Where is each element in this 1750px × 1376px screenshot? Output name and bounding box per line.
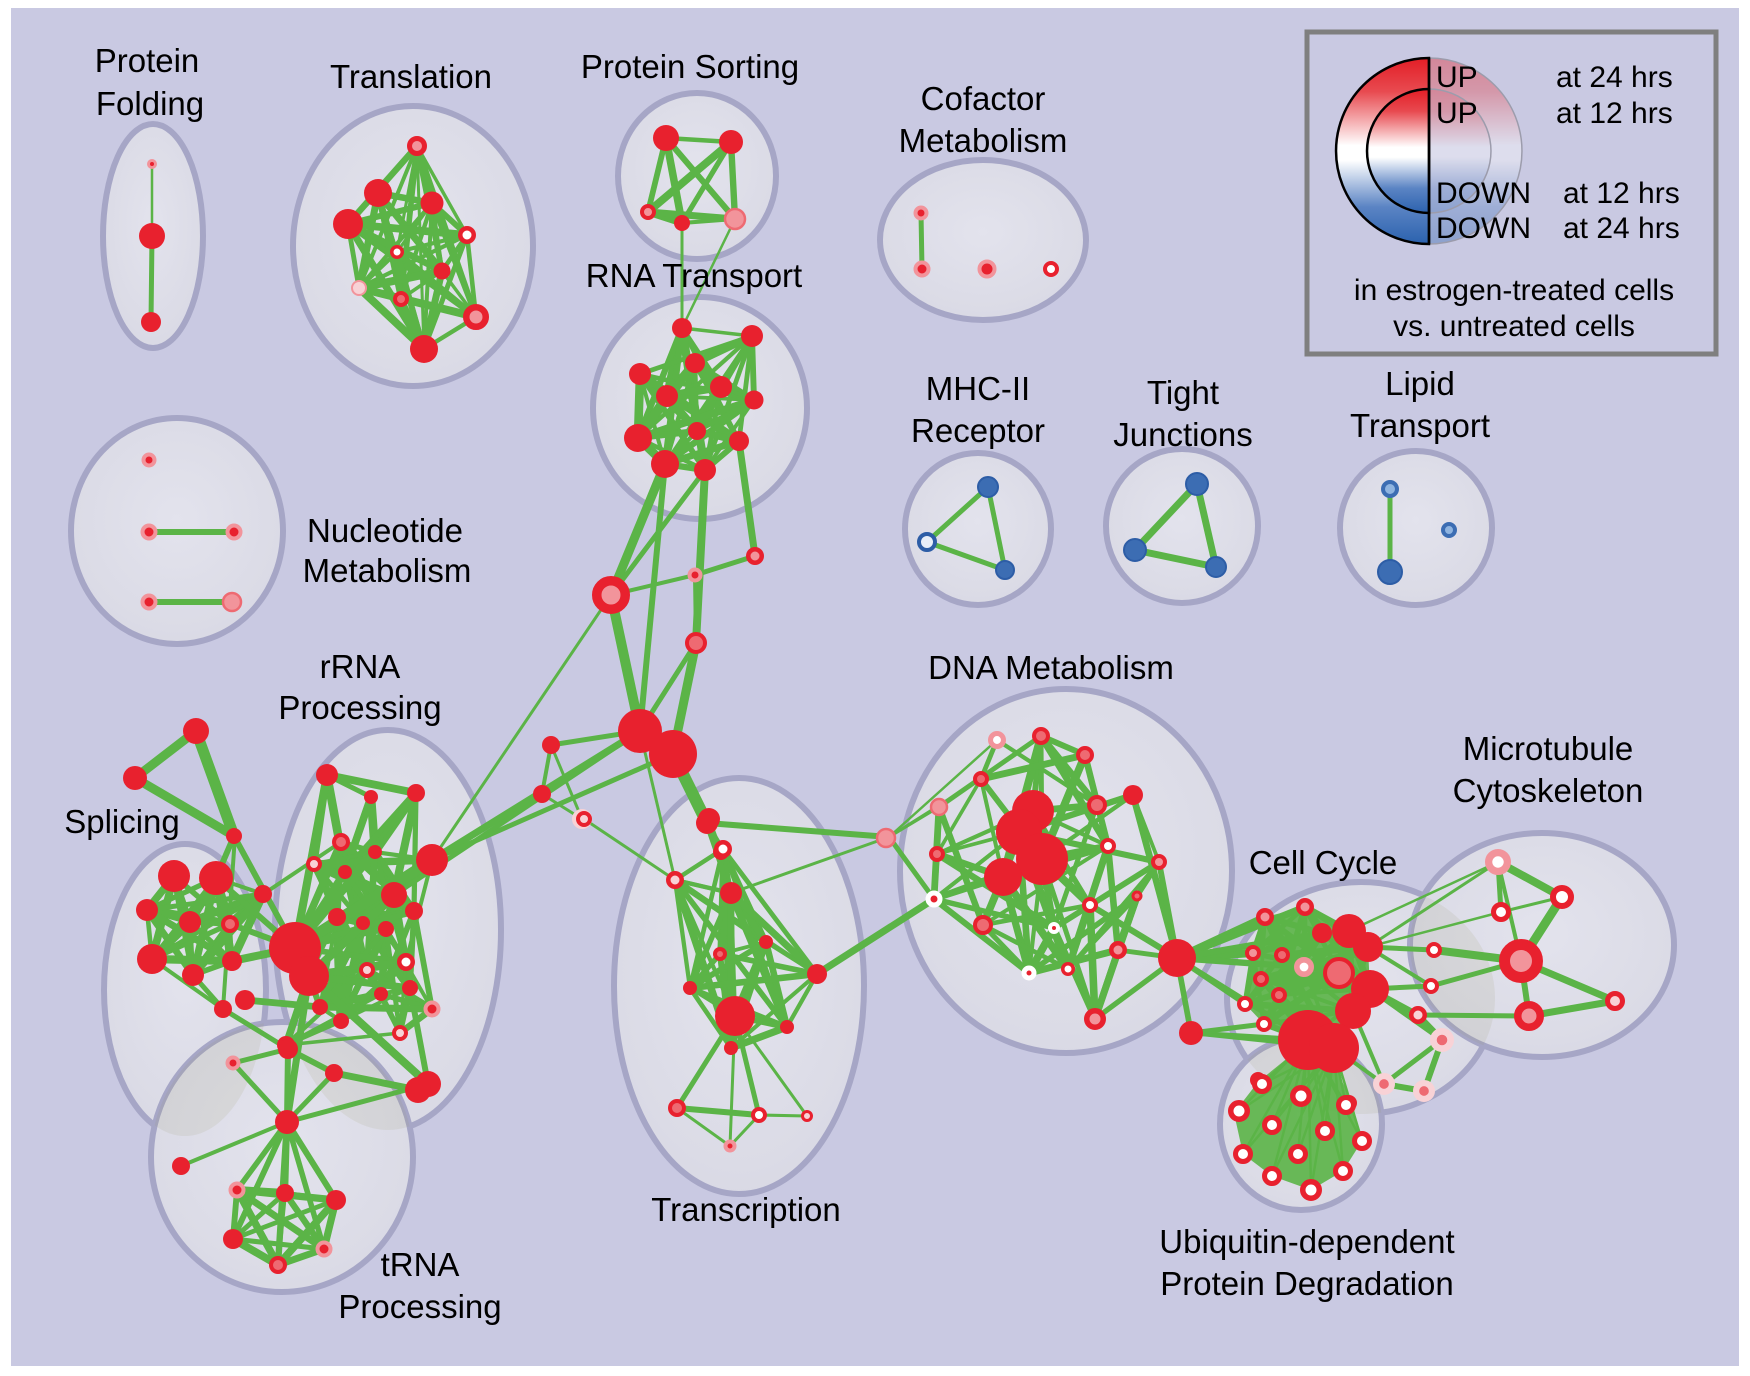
svg-text:Metabolism: Metabolism (899, 122, 1068, 159)
svg-text:Processing: Processing (338, 1288, 501, 1325)
svg-text:at 24 hrs: at 24 hrs (1563, 212, 1680, 245)
svg-text:at 12 hrs: at 12 hrs (1556, 97, 1673, 130)
svg-text:UP: UP (1436, 97, 1478, 130)
svg-text:in estrogen-treated cells: in estrogen-treated cells (1354, 274, 1674, 307)
svg-text:Processing: Processing (278, 689, 441, 726)
svg-text:Junctions: Junctions (1113, 416, 1252, 453)
svg-text:Lipid: Lipid (1385, 365, 1455, 402)
svg-text:rRNA: rRNA (320, 648, 401, 685)
svg-text:Transport: Transport (1350, 407, 1490, 444)
svg-text:DOWN: DOWN (1436, 212, 1531, 245)
svg-text:UP: UP (1436, 61, 1478, 94)
svg-text:Cell Cycle: Cell Cycle (1249, 844, 1398, 881)
svg-text:DOWN: DOWN (1436, 177, 1531, 210)
svg-text:Receptor: Receptor (911, 412, 1045, 449)
svg-text:RNA Transport: RNA Transport (586, 257, 802, 294)
svg-text:Protein Degradation: Protein Degradation (1160, 1265, 1454, 1302)
svg-text:Cofactor: Cofactor (921, 80, 1046, 117)
svg-text:Cytoskeleton: Cytoskeleton (1453, 772, 1644, 809)
svg-text:Nucleotide: Nucleotide (307, 512, 463, 549)
svg-text:at 12 hrs: at 12 hrs (1563, 177, 1680, 210)
svg-text:Splicing: Splicing (64, 803, 180, 840)
svg-text:Protein Sorting: Protein Sorting (581, 48, 799, 85)
svg-text:Folding: Folding (96, 85, 204, 122)
svg-text:tRNA: tRNA (381, 1246, 460, 1283)
svg-text:Metabolism: Metabolism (303, 552, 472, 589)
svg-text:vs. untreated cells: vs. untreated cells (1393, 310, 1635, 343)
svg-text:Ubiquitin-dependent: Ubiquitin-dependent (1159, 1223, 1454, 1260)
svg-text:at 24 hrs: at 24 hrs (1556, 61, 1673, 94)
svg-text:Tight: Tight (1147, 374, 1219, 411)
svg-text:Protein: Protein (95, 42, 200, 79)
svg-text:MHC-II: MHC-II (926, 370, 1030, 407)
svg-text:DNA Metabolism: DNA Metabolism (928, 649, 1174, 686)
svg-text:Microtubule: Microtubule (1463, 730, 1634, 767)
svg-text:Transcription: Transcription (651, 1191, 841, 1228)
svg-text:Translation: Translation (330, 58, 492, 95)
